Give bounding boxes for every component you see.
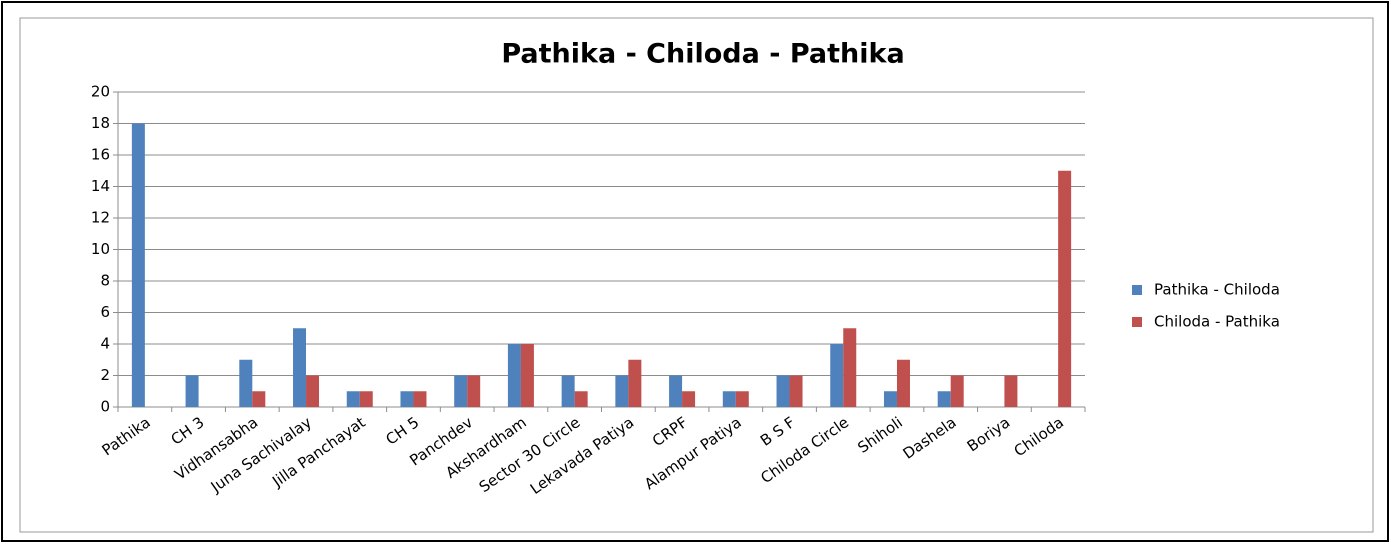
legend-swatch (1132, 317, 1142, 327)
bar (896, 359, 910, 407)
legend-label: Pathika - Chiloda (1154, 281, 1280, 299)
bar (293, 328, 307, 407)
y-tick-label: 14 (91, 177, 110, 195)
bar (682, 391, 696, 407)
bar (306, 375, 320, 407)
bar (346, 391, 360, 407)
bar (252, 391, 266, 407)
bar (507, 344, 521, 407)
bar (735, 391, 749, 407)
bar (574, 391, 588, 407)
legend-label: Chiloda - Pathika (1154, 313, 1280, 331)
y-tick-label: 8 (100, 272, 110, 290)
bar (937, 391, 951, 407)
bar (776, 375, 790, 407)
bar (830, 344, 844, 407)
chart-area (19, 17, 1374, 533)
bar (669, 375, 683, 407)
bar (185, 375, 199, 407)
bar (628, 359, 642, 407)
bar (789, 375, 803, 407)
bar (843, 328, 857, 407)
y-tick-label: 16 (91, 146, 110, 164)
bar (454, 375, 468, 407)
bar (131, 123, 145, 407)
y-tick-label: 6 (100, 303, 110, 321)
legend-swatch (1132, 285, 1142, 295)
bar (561, 375, 575, 407)
y-tick-label: 2 (100, 366, 110, 384)
bar (615, 375, 629, 407)
bar (359, 391, 373, 407)
y-tick-label: 18 (91, 114, 110, 132)
bar (520, 344, 534, 407)
bar (1004, 375, 1018, 407)
bar (239, 359, 253, 407)
bar (413, 391, 427, 407)
bar (400, 391, 414, 407)
bar (950, 375, 964, 407)
y-tick-label: 10 (91, 240, 110, 258)
y-tick-label: 0 (100, 398, 110, 416)
bar (722, 391, 736, 407)
y-tick-label: 12 (91, 209, 110, 227)
bar (883, 391, 897, 407)
bar (1058, 170, 1072, 407)
bar (467, 375, 481, 407)
y-tick-label: 4 (100, 335, 110, 353)
chart-title: Pathika - Chiloda - Pathika (501, 39, 904, 70)
y-tick-label: 20 (91, 83, 110, 101)
